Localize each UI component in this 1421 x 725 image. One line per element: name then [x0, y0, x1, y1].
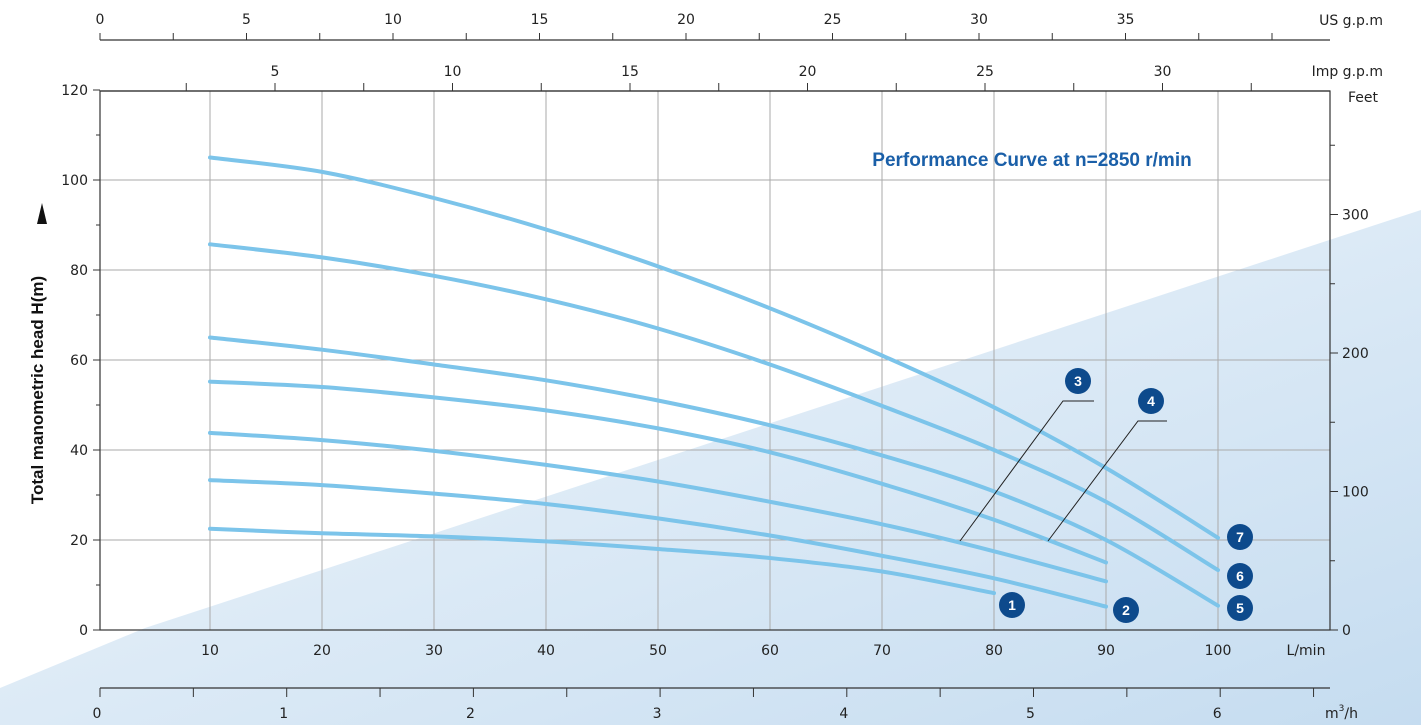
- series-curve-2: [208, 478, 1108, 609]
- y-tick-label: 40: [70, 443, 88, 459]
- y-tick-label: 80: [70, 263, 88, 279]
- badge-number: 6: [1236, 568, 1244, 584]
- x-tick-label: 30: [425, 643, 443, 659]
- feet-tick-label: 200: [1342, 346, 1369, 362]
- feet-tick-label: 300: [1342, 208, 1369, 224]
- up-arrow-icon: [37, 203, 47, 224]
- m3h-tick-label: 0: [93, 706, 102, 722]
- us-gpm-tick-label: 0: [96, 12, 105, 28]
- badge-number: 5: [1236, 600, 1244, 616]
- m3h-tick-label: 2: [466, 706, 475, 722]
- badge-number: 3: [1074, 373, 1082, 389]
- series-curve-1: [208, 526, 996, 596]
- us-gpm-axis-label: US g.p.m: [1319, 13, 1383, 29]
- y-axis-title: Total manometric head H(m): [28, 276, 47, 504]
- feet-tick-label: 0: [1342, 623, 1351, 639]
- x-tick-label: 90: [1097, 643, 1115, 659]
- imp-gpm-tick-label: 30: [1154, 64, 1172, 80]
- curve-badge-1: 1: [999, 592, 1025, 618]
- imp-gpm-tick-label: 25: [976, 64, 994, 80]
- badge-number: 7: [1236, 529, 1244, 545]
- us-gpm-tick-label: 25: [824, 12, 842, 28]
- badge-circle: [1065, 368, 1091, 394]
- m3h-tick-label: 4: [839, 706, 848, 722]
- m3h-axis-label: m3/h: [1325, 704, 1358, 722]
- curve-badge-2: 2: [1113, 597, 1139, 623]
- imp-gpm-tick-label: 10: [444, 64, 462, 80]
- badge-number: 4: [1147, 393, 1155, 409]
- us-gpm-tick-label: 20: [677, 12, 695, 28]
- x-tick-label: 70: [873, 643, 891, 659]
- curve-badge-4: 4: [1138, 388, 1164, 414]
- y-tick-label: 20: [70, 533, 88, 549]
- series-curve-7: [208, 155, 1220, 540]
- curve-badges: 1 2 3 4 5 6 7: [999, 368, 1253, 623]
- m3h-tick-label: 5: [1026, 706, 1035, 722]
- badge-circle: [999, 592, 1025, 618]
- badge-number: 2: [1122, 602, 1130, 618]
- leader-line-3: [959, 400, 1094, 542]
- x-tick-label: 60: [761, 643, 779, 659]
- badge-circle: [1138, 388, 1164, 414]
- us-gpm-tick-label: 15: [531, 12, 549, 28]
- curve-badge-3: 3: [1065, 368, 1091, 394]
- x-axis-unit-lmin: L/min: [1287, 643, 1326, 659]
- leader-lines: [959, 400, 1167, 542]
- y-tick-label: 60: [70, 353, 88, 369]
- y-tick-label: 0: [79, 623, 88, 639]
- y-tick-label: 100: [61, 173, 88, 189]
- x-tick-label: 50: [649, 643, 667, 659]
- imp-gpm-axis-label: Imp g.p.m: [1312, 64, 1383, 80]
- series-curve-6: [208, 242, 1220, 573]
- curve-badge-5: 5: [1227, 595, 1253, 621]
- x-tick-label: 20: [313, 643, 331, 659]
- y-tick-label: 120: [61, 83, 88, 99]
- series-curve-5: [208, 335, 1220, 608]
- m3h-tick-label: 1: [279, 706, 288, 722]
- badge-number: 1: [1008, 597, 1016, 613]
- us-gpm-tick-label: 10: [384, 12, 402, 28]
- series-curve-4: [208, 379, 1108, 565]
- m3h-tick-label: 3: [653, 706, 662, 722]
- us-gpm-tick-label: 35: [1117, 12, 1135, 28]
- series-curve-3: [208, 430, 1108, 584]
- imp-gpm-tick-label: 15: [621, 64, 639, 80]
- badge-circle: [1227, 563, 1253, 589]
- series-curves: [208, 155, 1220, 609]
- leader-line-4: [1047, 420, 1167, 542]
- y-axis-label: Total manometric head H(m): [28, 203, 47, 504]
- feet-tick-label: 100: [1342, 485, 1369, 501]
- curve-badge-7: 7: [1227, 524, 1253, 550]
- chart-title: Performance Curve at n=2850 r/min: [872, 150, 1191, 171]
- badge-circle: [1113, 597, 1139, 623]
- us-gpm-tick-label: 30: [970, 12, 988, 28]
- curve-badge-6: 6: [1227, 563, 1253, 589]
- badge-circle: [1227, 524, 1253, 550]
- x-tick-label: 100: [1205, 643, 1232, 659]
- x-tick-label: 80: [985, 643, 1003, 659]
- x-tick-label: 40: [537, 643, 555, 659]
- badge-circle: [1227, 595, 1253, 621]
- feet-axis-label: Feet: [1348, 90, 1379, 106]
- imp-gpm-tick-label: 20: [799, 64, 817, 80]
- x-tick-label: 10: [201, 643, 219, 659]
- m3h-tick-label: 6: [1213, 706, 1222, 722]
- us-gpm-tick-label: 5: [242, 12, 251, 28]
- imp-gpm-tick-label: 5: [271, 64, 280, 80]
